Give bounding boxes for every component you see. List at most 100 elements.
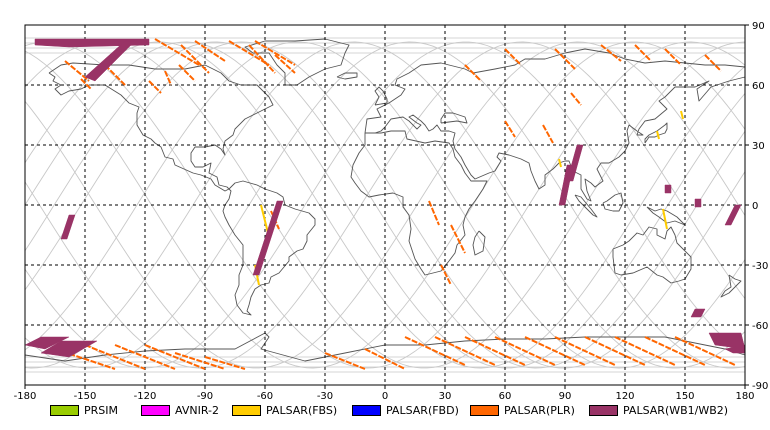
plr-swath (194, 40, 226, 62)
plr-swath (204, 356, 246, 370)
legend-swatch (232, 404, 261, 416)
coastline (574, 194, 598, 218)
legend-item-avnir2: AVNIR-2 (141, 402, 219, 418)
plr-swath (164, 70, 172, 86)
plr-swath (228, 40, 270, 66)
plr-swath (524, 336, 586, 366)
legend-item-palsar-fbd: PALSAR(FBD) (352, 402, 459, 418)
coverage-map: -180 -150 -120 -90 -60 -30 0 30 60 90 120 150 180 90 6… (14, 21, 769, 402)
plr-swath (464, 336, 526, 366)
wb-swath (694, 198, 702, 208)
plr-swath (450, 224, 466, 254)
plr-swath (554, 336, 616, 366)
plr-swath (674, 336, 736, 366)
observation-swaths (24, 38, 746, 370)
legend-swatch (352, 404, 381, 416)
legend-label: PALSAR(WB1/WB2) (623, 403, 729, 417)
y-tick-label: 60 (752, 81, 765, 92)
plr-swath (84, 344, 146, 370)
plr-swath (180, 44, 210, 74)
x-tick-label: -120 (134, 391, 157, 402)
x-tick-label: 0 (382, 391, 388, 402)
plr-swath (542, 124, 554, 144)
lat-lon-grid (25, 25, 745, 385)
x-tick-label: 60 (499, 391, 512, 402)
x-tick-label: -150 (74, 391, 97, 402)
legend-item-palsar-plr: PALSAR(PLR) (470, 402, 575, 418)
legend-swatch (589, 404, 618, 416)
axis-ticks: -180 -150 -120 -90 -60 -30 0 30 60 90 120 150 180 90 6… (14, 21, 769, 402)
fbs-swath (680, 110, 684, 120)
x-tick-label: 180 (735, 391, 754, 402)
plr-swath (664, 48, 682, 66)
x-tick-label: -30 (317, 391, 333, 402)
plr-swath (504, 120, 516, 138)
y-tick-label: 90 (752, 21, 765, 32)
legend: PRSIM AVNIR-2 PALSAR(FBS) PALSAR(FBD) PA… (0, 402, 770, 422)
plr-swath (80, 78, 92, 90)
y-tick-label: 30 (752, 141, 765, 152)
plr-swath (104, 64, 126, 86)
plr-swath (404, 336, 466, 366)
wb-swath (664, 184, 672, 194)
coastline (612, 226, 692, 284)
wb-swath (60, 214, 76, 240)
wb-swath (724, 204, 742, 226)
coastline (374, 86, 388, 106)
legend-item-prsim: PRSIM (50, 402, 118, 418)
x-tick-label: -60 (257, 391, 273, 402)
plr-swath (644, 336, 706, 366)
wb-swath (690, 308, 706, 318)
plr-swath (274, 54, 296, 74)
x-tick-label: -90 (197, 391, 213, 402)
x-tick-label: 120 (615, 391, 634, 402)
plr-swath (584, 336, 646, 366)
plr-swath (114, 344, 176, 370)
coastline (472, 230, 486, 256)
legend-label: AVNIR-2 (175, 403, 219, 417)
coastline (336, 72, 358, 80)
x-tick-label: 90 (559, 391, 572, 402)
plr-swath (64, 60, 90, 82)
plr-swath (428, 200, 440, 226)
plr-swath (464, 64, 482, 82)
plr-swath (174, 352, 226, 370)
plr-swath (254, 40, 296, 66)
plr-swath (248, 44, 276, 74)
legend-label: PALSAR(FBS) (266, 403, 338, 417)
legend-item-palsar-fbs: PALSAR(FBS) (232, 402, 337, 418)
wb-swath (252, 200, 284, 276)
x-tick-label: -180 (14, 391, 37, 402)
coastline (244, 38, 350, 86)
plr-swath (324, 352, 366, 370)
legend-swatch (470, 404, 499, 416)
plr-swath (494, 336, 556, 366)
y-tick-label: -30 (752, 261, 768, 272)
plr-swath (600, 44, 622, 62)
plr-swath (440, 264, 452, 286)
wb-swath (24, 336, 70, 350)
wb-swath (566, 144, 584, 182)
plr-swath (554, 48, 576, 70)
plr-swath (154, 38, 200, 66)
legend-label: PALSAR(PLR) (504, 403, 575, 417)
x-tick-label: 30 (439, 391, 452, 402)
fbs-swath (662, 208, 668, 230)
legend-swatch (50, 404, 79, 416)
plr-swath (504, 48, 522, 66)
y-tick-label: -60 (752, 321, 768, 332)
coastline (48, 62, 274, 192)
plr-swath (634, 44, 652, 62)
y-tick-label: -90 (752, 381, 768, 392)
legend-item-palsar-wb: PALSAR(WB1/WB2) (589, 402, 728, 418)
fbs-swath (558, 158, 562, 168)
fbs-swath (656, 130, 660, 140)
wb-swath (40, 340, 98, 358)
plr-swath (704, 54, 722, 72)
coastline (720, 274, 742, 298)
plr-swath (614, 336, 676, 366)
coastline (602, 192, 624, 212)
legend-label: PRSIM (84, 403, 118, 417)
y-tick-label: 0 (752, 201, 758, 212)
legend-swatch (141, 404, 170, 416)
